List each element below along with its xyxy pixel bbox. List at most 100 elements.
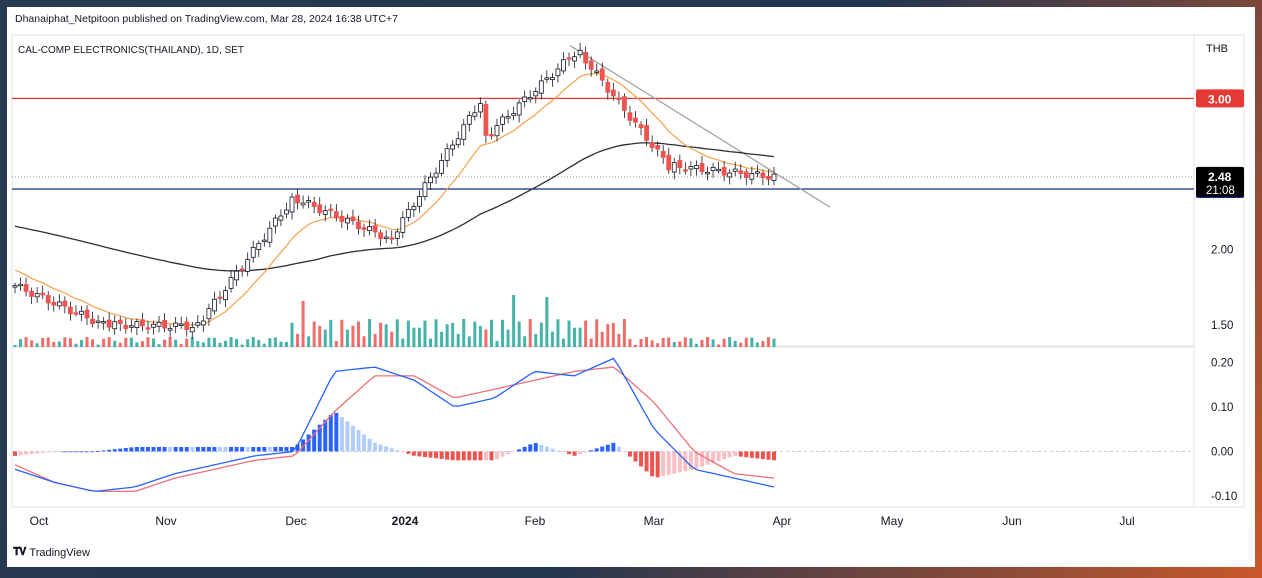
candle-body (34, 293, 40, 298)
macd-histogram-bar (278, 447, 283, 452)
volume-bar (589, 338, 593, 347)
macd-histogram-bar (528, 444, 533, 452)
volume-bar (96, 344, 100, 347)
candle (90, 311, 95, 328)
candle (68, 301, 73, 321)
candle (483, 100, 489, 143)
volume-bar (257, 340, 261, 347)
candle-body (278, 215, 284, 221)
volume-bar (368, 319, 372, 347)
candle-body (605, 81, 611, 93)
candle (62, 296, 68, 314)
candle-body (538, 80, 544, 94)
candle-body (766, 175, 771, 180)
macd-histogram-bar (760, 451, 765, 460)
candle-body (73, 312, 79, 315)
volume-bar (761, 341, 765, 347)
candle-body (361, 227, 367, 230)
macd-histogram-bar (666, 451, 671, 475)
candle-body (322, 210, 328, 215)
candle (134, 318, 140, 336)
time-tick-label: Jul (1119, 514, 1134, 528)
candle-body (682, 169, 688, 172)
candle-body (306, 200, 312, 203)
candle-body (289, 196, 295, 213)
candle (605, 78, 611, 100)
candle (206, 303, 212, 326)
candle (306, 195, 312, 209)
macd-histogram-bar (589, 450, 594, 452)
candle-body (101, 321, 107, 324)
volume-bar (246, 339, 250, 347)
macd-histogram-bar (162, 447, 167, 452)
chart-card: Dhanaiphat_Netpitoon published on Tradin… (7, 7, 1255, 567)
candle (411, 202, 417, 218)
macd-pane-frame (11, 346, 1195, 508)
candle-body (666, 154, 672, 171)
candle (200, 315, 206, 332)
candle-body (62, 300, 68, 307)
candle-body (671, 162, 677, 173)
candle (367, 219, 372, 236)
candle-body (234, 270, 240, 281)
macd-pane[interactable] (11, 346, 1195, 508)
candle (505, 109, 511, 124)
candle-body (483, 104, 489, 136)
time-tick-label: Mar (644, 514, 665, 528)
macd-histogram-bar (400, 451, 405, 453)
candle (494, 118, 500, 142)
macd-histogram-bar (262, 447, 267, 452)
candle (106, 312, 112, 332)
volume-bar (124, 337, 128, 347)
volume-bar (573, 327, 577, 347)
candle-body (627, 112, 633, 121)
candle (422, 175, 428, 201)
candle-body (710, 166, 716, 171)
macd-tick-label: 0.10 (1211, 402, 1233, 414)
macd-histogram-bar (733, 451, 738, 457)
macd-histogram-bar (616, 446, 621, 452)
macd-histogram-bar (90, 451, 95, 453)
candle-body (272, 217, 278, 227)
macd-histogram-bar (655, 451, 660, 478)
candle-body (128, 325, 134, 328)
candle-body (566, 57, 572, 60)
volume-bar (240, 344, 244, 347)
candle-body (489, 134, 494, 137)
volume-bar (91, 339, 95, 347)
price-pane[interactable]: CAL-COMP ELECTRONICS(THAILAND), 1D, SET (11, 34, 1195, 347)
candle-body (422, 182, 428, 198)
macd-histogram-bar (24, 451, 29, 455)
candle-body (378, 232, 384, 240)
macd-histogram-bar (29, 451, 34, 455)
volume-bar (534, 334, 538, 347)
candle (638, 121, 644, 136)
macd-histogram-bar (240, 447, 245, 452)
macd-histogram-bar (517, 449, 522, 452)
candle-body (256, 243, 262, 250)
volume-bar (440, 331, 444, 347)
candle (727, 169, 733, 185)
time-tick-label: Dec (285, 514, 306, 528)
volume-bar (235, 338, 239, 347)
macd-histogram-bar (633, 451, 638, 462)
candle-body (444, 148, 450, 161)
macd-tick-label: 0.20 (1211, 358, 1233, 370)
candle-body (516, 102, 522, 116)
candle (278, 209, 284, 227)
macd-histogram-bar (434, 451, 439, 459)
price-axis[interactable] (1193, 34, 1245, 508)
candle (272, 214, 278, 234)
macd-histogram-bar (722, 451, 727, 460)
candle (588, 56, 594, 77)
candle-body (328, 208, 334, 211)
candle-body (217, 296, 223, 299)
candle-body (599, 68, 605, 81)
candle-body (184, 321, 190, 331)
chart-canvas[interactable]: CAL-COMP ELECTRONICS(THAILAND), 1D, SET … (7, 29, 1255, 559)
time-tick-label: Feb (525, 514, 546, 528)
volume-bar (79, 340, 83, 347)
candle-body (588, 60, 594, 70)
candle-body (167, 328, 173, 331)
macd-histogram-bar (345, 421, 350, 452)
